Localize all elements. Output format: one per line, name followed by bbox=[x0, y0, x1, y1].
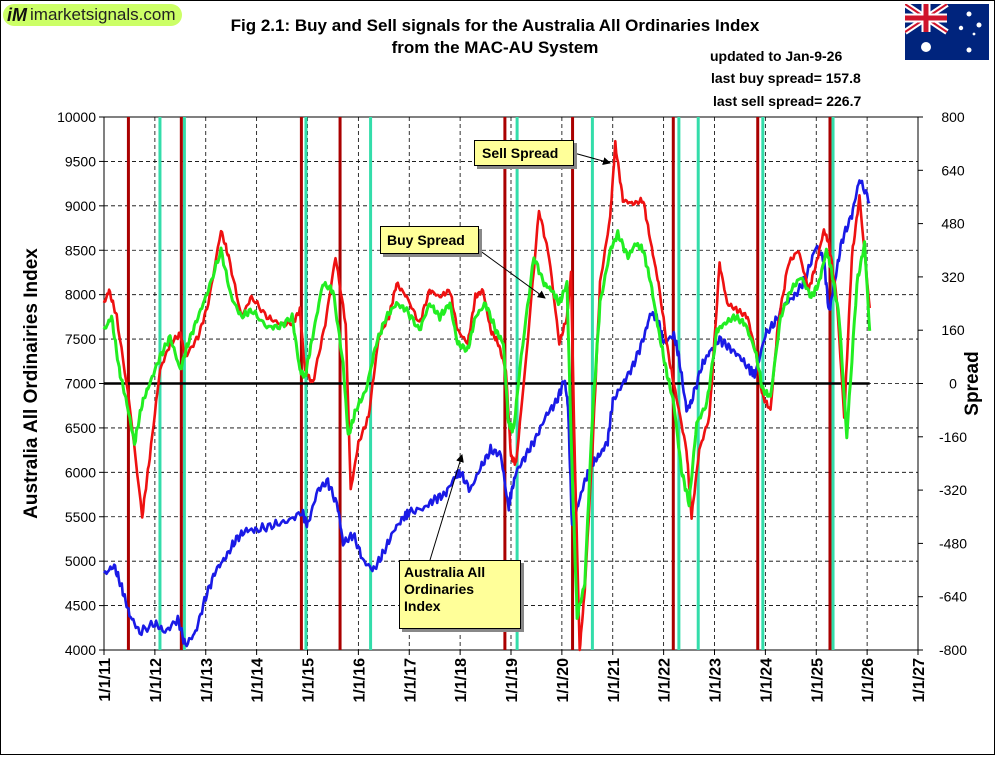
y-tick-label: 7000 bbox=[65, 376, 96, 392]
x-tick-label: 1/1/17 bbox=[402, 658, 419, 703]
x-tick-label: 1/1/24 bbox=[758, 658, 775, 703]
y-tick-label: 4000 bbox=[65, 642, 96, 658]
y-tick-label: 6000 bbox=[65, 464, 96, 480]
y2-tick-label: -480 bbox=[939, 535, 967, 551]
buy-spread-callout: Buy Spread bbox=[380, 226, 479, 254]
x-tick-label: 1/1/27 bbox=[911, 658, 928, 703]
y2-tick-label: 160 bbox=[941, 322, 965, 338]
index-series-line bbox=[102, 179, 871, 648]
y2-tick-label: 800 bbox=[941, 109, 965, 125]
y-tick-label: 5500 bbox=[65, 509, 96, 525]
index-callout: Australia All Ordinaries Index bbox=[399, 560, 521, 629]
y2-tick-label: 480 bbox=[941, 216, 965, 232]
y2-tick-label: 0 bbox=[949, 376, 957, 392]
y-tick-label: 8000 bbox=[65, 287, 96, 303]
y-axis-title: Australia All Ordinairies Index bbox=[21, 248, 42, 519]
axes: 4000450050005500600065007000750080008500… bbox=[21, 109, 983, 702]
x-tick-label: 1/1/11 bbox=[97, 658, 114, 702]
y2-tick-label: -160 bbox=[939, 429, 967, 445]
updated-label: updated to Jan-9-26 bbox=[710, 48, 843, 64]
y-tick-label: 4500 bbox=[65, 598, 96, 614]
brand-name: imarketsignals.com bbox=[30, 5, 176, 24]
x-tick-label: 1/1/20 bbox=[555, 658, 572, 703]
y-tick-label: 9500 bbox=[65, 153, 96, 169]
sell-callout-leader bbox=[573, 152, 611, 165]
y2-tick-label: 320 bbox=[941, 269, 965, 285]
sell-spread-line bbox=[102, 139, 871, 652]
y-tick-label: 5000 bbox=[65, 553, 96, 569]
x-tick-label: 1/1/14 bbox=[250, 658, 267, 703]
buy-callout-leader bbox=[478, 249, 546, 299]
x-tick-label: 1/1/23 bbox=[708, 658, 725, 703]
index-callout-line1: Australia All bbox=[404, 564, 486, 580]
x-tick-label: 1/1/19 bbox=[504, 658, 521, 703]
index-callout-line2: Ordinaries bbox=[404, 581, 475, 597]
last-sell-spread: last sell spread= 226.7 bbox=[713, 93, 862, 109]
x-tick-label: 1/1/21 bbox=[606, 658, 623, 703]
last-buy-spread: last buy spread= 157.8 bbox=[711, 70, 861, 86]
index-callout-line3: Index bbox=[404, 598, 441, 614]
sell-spread-callout: Sell Spread bbox=[474, 140, 574, 166]
x-tick-label: 1/1/26 bbox=[860, 658, 877, 703]
x-tick-label: 1/1/13 bbox=[199, 658, 216, 703]
y-tick-label: 8500 bbox=[65, 242, 96, 258]
y-tick-label: 6500 bbox=[65, 420, 96, 436]
chart-title-line2: from the MAC-AU System bbox=[391, 38, 599, 57]
chart-title-line1: Fig 2.1: Buy and Sell signals for the Au… bbox=[230, 16, 760, 35]
y-tick-label: 10000 bbox=[57, 109, 96, 125]
y2-tick-label: -640 bbox=[939, 589, 967, 605]
index-callout-leader bbox=[429, 454, 464, 561]
series-lines bbox=[102, 139, 872, 652]
y2-tick-label: -800 bbox=[939, 642, 967, 658]
brand-mark: iM bbox=[7, 4, 27, 25]
x-tick-label: 1/1/18 bbox=[453, 658, 470, 703]
x-tick-label: 1/1/15 bbox=[301, 658, 318, 703]
y2-axis-title: Spread bbox=[962, 351, 983, 415]
y-tick-label: 7500 bbox=[65, 331, 96, 347]
australia-flag-icon bbox=[905, 4, 989, 60]
brand-logo[interactable]: iM imarketsignals.com bbox=[3, 4, 182, 26]
x-tick-label: 1/1/22 bbox=[657, 658, 674, 703]
x-tick-label: 1/1/16 bbox=[351, 658, 368, 703]
x-tick-label: 1/1/25 bbox=[809, 658, 826, 703]
x-tick-label: 1/1/12 bbox=[148, 658, 165, 703]
y2-tick-label: 640 bbox=[941, 162, 965, 178]
y-tick-label: 9000 bbox=[65, 198, 96, 214]
callout-leaders bbox=[429, 152, 611, 561]
buy-spread-line bbox=[102, 229, 872, 620]
y2-tick-label: -320 bbox=[939, 482, 967, 498]
